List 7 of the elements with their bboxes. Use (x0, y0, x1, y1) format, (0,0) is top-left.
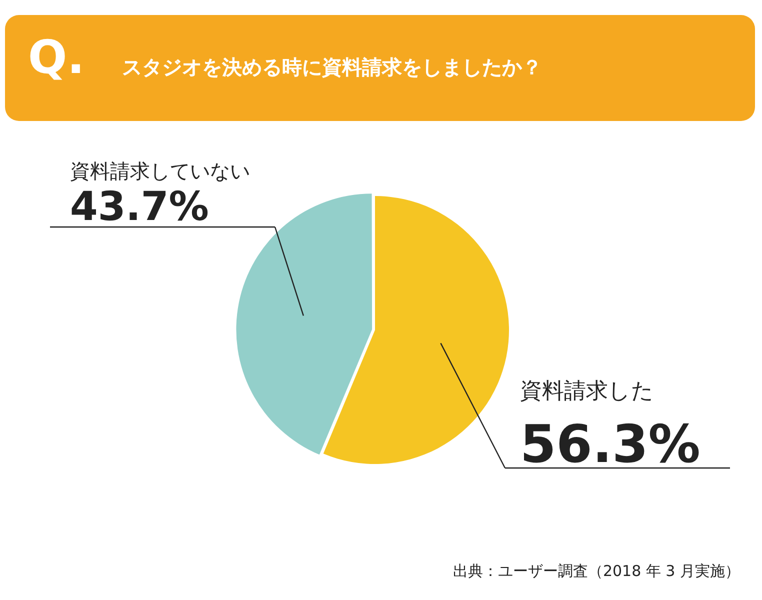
slice-label: 資料請求した (520, 379, 654, 404)
slice-label: 資料請求していない (70, 159, 250, 183)
chart-title: スタジオを決める時に資料請求をしましたか？ (122, 54, 542, 81)
data-label: 56.3% (520, 415, 700, 475)
text: Q. (28, 30, 85, 84)
data-label: 43.7% (70, 184, 209, 230)
source-note: 出典：ユーザー調査（2018 年 3 月実施） (452, 562, 740, 581)
